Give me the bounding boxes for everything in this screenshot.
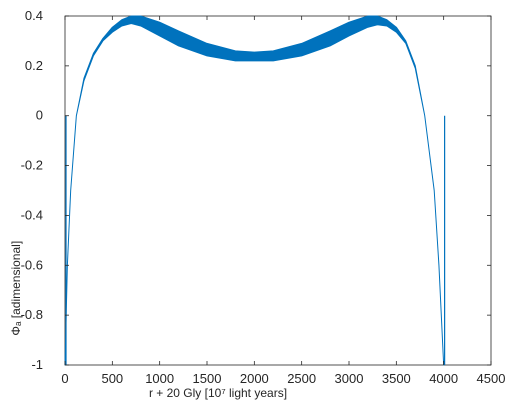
- x-tick-label: 4500: [477, 371, 506, 386]
- x-tick-label: 2500: [287, 371, 316, 386]
- x-tick-label: 4000: [429, 371, 458, 386]
- x-axis-label: r + 20 Gly [10⁷ light years]: [149, 386, 287, 400]
- y-tick-label: -0.4: [21, 207, 43, 222]
- y-tick-label: 0: [36, 108, 43, 123]
- y-axis-label: Φₐ [adimensional]: [9, 241, 23, 336]
- y-tick-label: -0.2: [21, 158, 43, 173]
- x-tick-label: 1500: [193, 371, 222, 386]
- y-tick-label: 0.4: [25, 8, 43, 23]
- x-tick-label: 1000: [145, 371, 174, 386]
- x-tick-label: 3500: [382, 371, 411, 386]
- x-tick-label: 2000: [240, 371, 269, 386]
- x-tick-label: 500: [101, 371, 123, 386]
- plot-area: [64, 15, 492, 366]
- x-tick-label: 3000: [335, 371, 364, 386]
- y-tick-label: -0.6: [21, 257, 43, 272]
- tick-layer: 0 500 1000 1500 2000 2500 3000 3500 4000 4500 -1 -0…: [21, 8, 506, 386]
- y-tick-label: 0.2: [25, 58, 43, 73]
- y-tick-label: -1: [31, 357, 43, 372]
- y-tick-label: -0.8: [21, 307, 43, 322]
- x-tick-label: 0: [61, 371, 68, 386]
